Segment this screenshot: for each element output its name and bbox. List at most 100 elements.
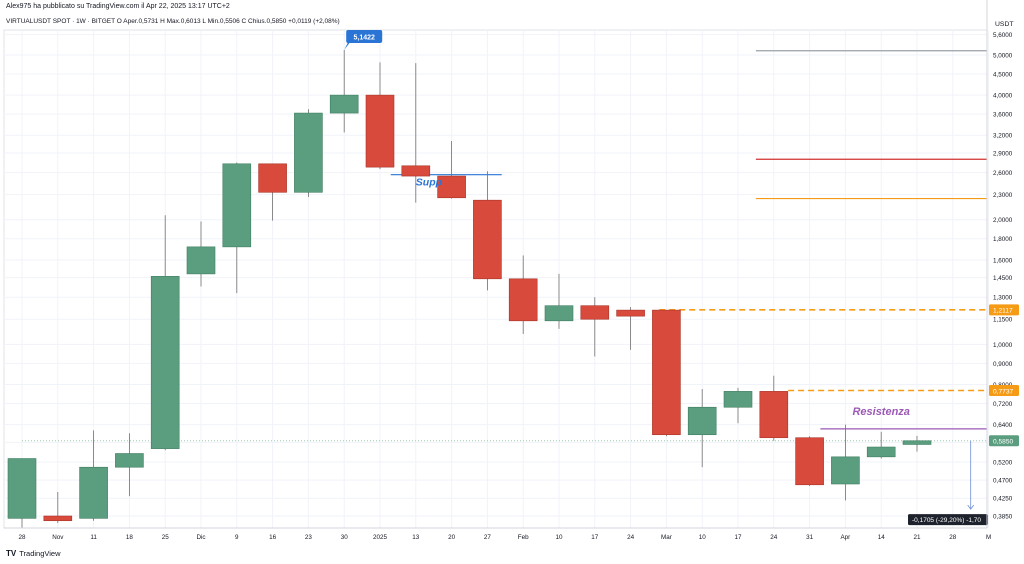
x-tick-label: 25	[162, 534, 170, 541]
symbol-info-line: VIRTUALUSDT SPOT · 1W · BITGET O Aper.0,…	[6, 18, 340, 25]
y-tick-label: 2,9000	[993, 150, 1013, 157]
y-tick-label: 2,3000	[993, 192, 1013, 199]
y-tick-label: 2,0000	[993, 217, 1013, 224]
x-tick-label: M	[986, 534, 991, 541]
candle-body	[831, 456, 860, 485]
candle[interactable]	[365, 62, 395, 170]
x-tick-label: 10	[555, 534, 563, 541]
x-tick-label: 28	[949, 534, 957, 541]
candle-body	[329, 94, 359, 114]
candle[interactable]	[723, 387, 753, 424]
candle-body	[115, 453, 144, 468]
x-tick-label: Feb	[518, 534, 529, 541]
candle[interactable]	[652, 309, 681, 437]
candle[interactable]	[79, 430, 108, 521]
measure-box	[908, 514, 988, 526]
y-tick-label: 5,0000	[993, 53, 1013, 60]
x-tick-label: 28	[18, 534, 26, 541]
x-tick-label: 27	[484, 534, 492, 541]
y-tick-label: 1,8000	[993, 236, 1013, 243]
x-tick-label: 14	[878, 534, 886, 541]
y-tick-label: 1,6000	[993, 257, 1013, 264]
candle[interactable]	[795, 436, 824, 486]
candle[interactable]	[866, 431, 896, 459]
price-badge	[989, 385, 1019, 397]
candle[interactable]	[186, 221, 216, 287]
y-tick-label: 1,4500	[993, 275, 1013, 282]
annotation-label: Supp	[416, 176, 443, 188]
publisher-line: Alex975 ha pubblicato su TradingView.com…	[6, 3, 230, 10]
candle[interactable]	[831, 424, 860, 501]
candle-body	[294, 112, 323, 193]
candle[interactable]	[258, 163, 287, 221]
price-axis: 5,6000 5,0000 4,5000 4,0000 3,6000 3,2000 2,90…	[986, 0, 1019, 528]
price-badge-label: 1,2117	[993, 308, 1013, 315]
high-callout-box	[346, 29, 383, 43]
price-badge-label: 0,7737	[993, 388, 1014, 395]
price-badge-label: 0,5850	[993, 439, 1014, 446]
candle-body	[437, 175, 466, 199]
x-tick-label: Apr	[840, 534, 850, 541]
x-tick-label: 24	[770, 534, 778, 541]
candle[interactable]	[437, 140, 466, 199]
x-tick-label: 16	[269, 534, 277, 541]
candle-body	[150, 276, 180, 449]
y-tick-label: 0,9000	[993, 361, 1013, 368]
candle[interactable]	[294, 109, 323, 197]
x-tick-label: 21	[913, 534, 921, 541]
y-tick-label: 1,3000	[993, 295, 1013, 302]
candle[interactable]	[222, 162, 252, 294]
candle-body	[43, 515, 73, 522]
candle[interactable]	[687, 389, 717, 468]
candle-body	[723, 391, 753, 408]
candle-body	[473, 199, 502, 280]
candle-body	[687, 406, 717, 436]
x-tick-label: 23	[305, 534, 313, 541]
y-tick-label: 4,5000	[993, 71, 1013, 78]
y-tick-label: 0,6400	[993, 422, 1013, 429]
x-tick-label: 9	[235, 534, 239, 541]
candle[interactable]	[580, 297, 610, 357]
y-tick-label: 1,0000	[993, 342, 1013, 349]
annotations: 5,1422 Supp Resistenza -0,1705 (-29,20%) -1…	[344, 29, 988, 526]
x-tick-label: 31	[806, 534, 814, 541]
time-axis: 28 Nov 11 18 25 Dic 9 16 23 30 2025 13 20 27 Feb 10 17 24…	[4, 527, 991, 541]
high-callout: 5,1422	[344, 29, 383, 50]
x-tick-label: 24	[627, 534, 635, 541]
candle-body	[222, 163, 252, 248]
candle-body	[652, 309, 681, 436]
y-tick-label: 0,4700	[993, 478, 1013, 485]
candle-body	[902, 440, 932, 445]
x-tick-label: 17	[591, 534, 599, 541]
candle[interactable]	[43, 491, 73, 524]
candle-body	[616, 309, 645, 317]
horizontal-levels	[22, 50, 987, 442]
candle[interactable]	[902, 435, 932, 452]
candle[interactable]	[544, 273, 574, 329]
y-tick-label: 0,7200	[993, 401, 1013, 408]
candle[interactable]	[508, 255, 538, 334]
candle[interactable]	[150, 215, 180, 451]
candle-body	[580, 305, 610, 320]
currency-label: USDT	[995, 21, 1014, 28]
candle[interactable]	[115, 433, 144, 497]
candle-body	[186, 246, 216, 275]
x-tick-label: Dic	[196, 534, 205, 541]
x-tick-label: 10	[699, 534, 707, 541]
candle-body	[508, 278, 538, 322]
candle[interactable]	[616, 307, 645, 350]
candle[interactable]	[473, 171, 502, 291]
x-tick-label: Mar	[661, 534, 672, 541]
tradingview-logo[interactable]: TV TradingView	[6, 549, 61, 558]
candle[interactable]	[329, 49, 359, 133]
y-tick-label: 2,6000	[993, 170, 1013, 177]
tradingview-logo-text: TradingView	[19, 549, 61, 558]
candle-body	[759, 391, 789, 439]
candle[interactable]	[759, 375, 789, 441]
y-tick-label: 1,1500	[993, 317, 1013, 324]
candle[interactable]	[401, 63, 431, 203]
candle[interactable]	[7, 458, 37, 529]
y-tick-label: 0,4250	[993, 496, 1013, 503]
y-tick-label: 0,5200	[993, 459, 1013, 466]
